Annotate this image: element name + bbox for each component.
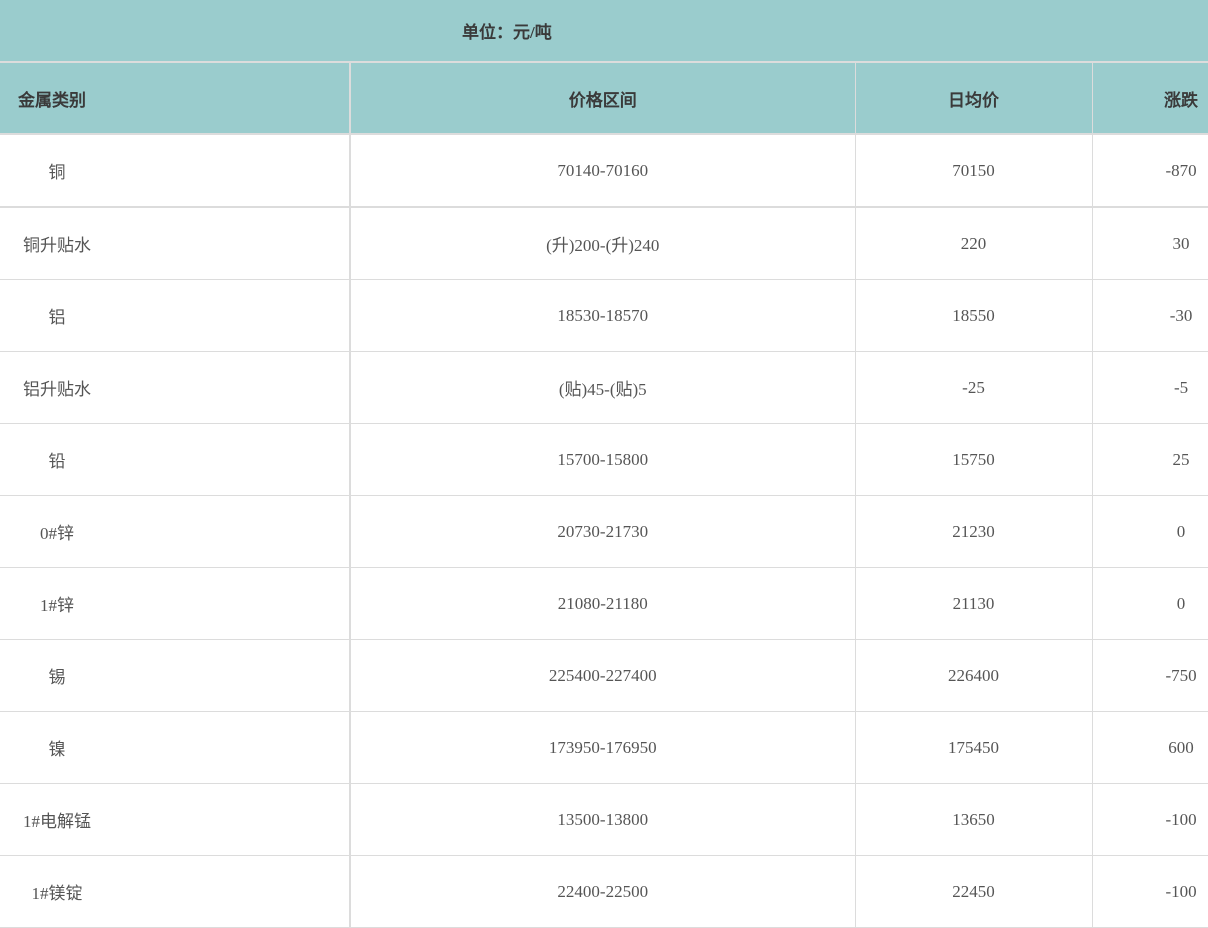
- metal-cell: 镍: [0, 711, 351, 784]
- price-range-cell: 173950-176950: [349, 711, 856, 784]
- metal-cell: 1#电解锰: [0, 783, 351, 856]
- metal-cell: 0#锌: [0, 495, 351, 568]
- metal-name: 铅: [48, 452, 66, 471]
- daily-average-cell: 22450: [854, 855, 1093, 928]
- price-range-cell: (贴)45-(贴)5: [349, 351, 856, 424]
- table-row: 铝 18530-18570 18550 -30: [0, 279, 1208, 352]
- price-range-cell: (升)200-(升)240: [349, 206, 856, 280]
- daily-average-cell: 21230: [854, 495, 1093, 568]
- change-cell: 0: [1091, 567, 1208, 640]
- unit-label: 单位：元/吨: [0, 0, 1208, 63]
- metal-cell: 铝: [0, 279, 351, 352]
- change-cell: -30: [1091, 279, 1208, 352]
- metal-cell: 铝升贴水: [0, 351, 351, 424]
- table-row: 1#锌 21080-21180 21130 0: [0, 567, 1208, 640]
- metal-name: 铝: [48, 308, 66, 327]
- price-range-cell: 225400-227400: [349, 639, 856, 712]
- metal-name: 锡: [48, 668, 66, 687]
- unit-row: 单位：元/吨: [0, 0, 1208, 63]
- daily-average-cell: 220: [854, 206, 1093, 280]
- metal-name: 1#镁锭: [31, 884, 83, 903]
- change-cell: -870: [1091, 133, 1208, 208]
- table-row: 锡 225400-227400 226400 -750: [0, 639, 1208, 712]
- price-range-cell: 18530-18570: [349, 279, 856, 352]
- daily-average-cell: 13650: [854, 783, 1093, 856]
- metal-cell: 1#锌: [0, 567, 351, 640]
- change-cell: -100: [1091, 783, 1208, 856]
- change-cell: -100: [1091, 855, 1208, 928]
- price-range-cell: 15700-15800: [349, 423, 856, 496]
- daily-average-cell: 18550: [854, 279, 1093, 352]
- header-price-range: 价格区间: [349, 61, 856, 135]
- header-row: 金属类别 价格区间 日均价 涨跌: [0, 61, 1208, 135]
- change-cell: 600: [1091, 711, 1208, 784]
- table-row: 镍 173950-176950 175450 600: [0, 711, 1208, 784]
- daily-average-cell: 226400: [854, 639, 1093, 712]
- metal-name: 0#锌: [40, 524, 74, 543]
- price-range-cell: 70140-70160: [349, 133, 856, 208]
- daily-average-cell: 15750: [854, 423, 1093, 496]
- header-change: 涨跌: [1091, 61, 1208, 135]
- daily-average-cell: -25: [854, 351, 1093, 424]
- metal-cell: 铜升贴水: [0, 206, 351, 280]
- table-row: 铅 15700-15800 15750 25: [0, 423, 1208, 496]
- table-row: 1#电解锰 13500-13800 13650 -100: [0, 783, 1208, 856]
- table-row: 铜升贴水 (升)200-(升)240 220 30: [0, 206, 1208, 280]
- metal-name: 铜升贴水: [23, 236, 91, 255]
- header-daily-average: 日均价: [854, 61, 1093, 135]
- table-row: 0#锌 20730-21730 21230 0: [0, 495, 1208, 568]
- metal-name: 铜: [48, 163, 66, 182]
- metal-name: 镍: [48, 740, 66, 759]
- metal-cell: 铅: [0, 423, 351, 496]
- metal-cell: 铜: [0, 133, 351, 208]
- price-range-cell: 21080-21180: [349, 567, 856, 640]
- change-cell: 25: [1091, 423, 1208, 496]
- metal-name: 铝升贴水: [23, 380, 91, 399]
- price-range-cell: 13500-13800: [349, 783, 856, 856]
- metal-cell: 锡: [0, 639, 351, 712]
- metal-name: 1#锌: [40, 596, 74, 615]
- header-metal-type: 金属类别: [0, 61, 351, 135]
- daily-average-cell: 175450: [854, 711, 1093, 784]
- metal-name: 1#电解锰: [23, 812, 91, 831]
- metal-cell: 1#镁锭: [0, 855, 351, 928]
- change-cell: -750: [1091, 639, 1208, 712]
- price-range-cell: 22400-22500: [349, 855, 856, 928]
- daily-average-cell: 70150: [854, 133, 1093, 208]
- daily-average-cell: 21130: [854, 567, 1093, 640]
- price-range-cell: 20730-21730: [349, 495, 856, 568]
- table-row: 铜 70140-70160 70150 -870: [0, 133, 1208, 208]
- change-cell: 30: [1091, 206, 1208, 280]
- table-row: 铝升贴水 (贴)45-(贴)5 -25 -5: [0, 351, 1208, 424]
- change-cell: -5: [1091, 351, 1208, 424]
- table-row: 1#镁锭 22400-22500 22450 -100: [0, 855, 1208, 928]
- change-cell: 0: [1091, 495, 1208, 568]
